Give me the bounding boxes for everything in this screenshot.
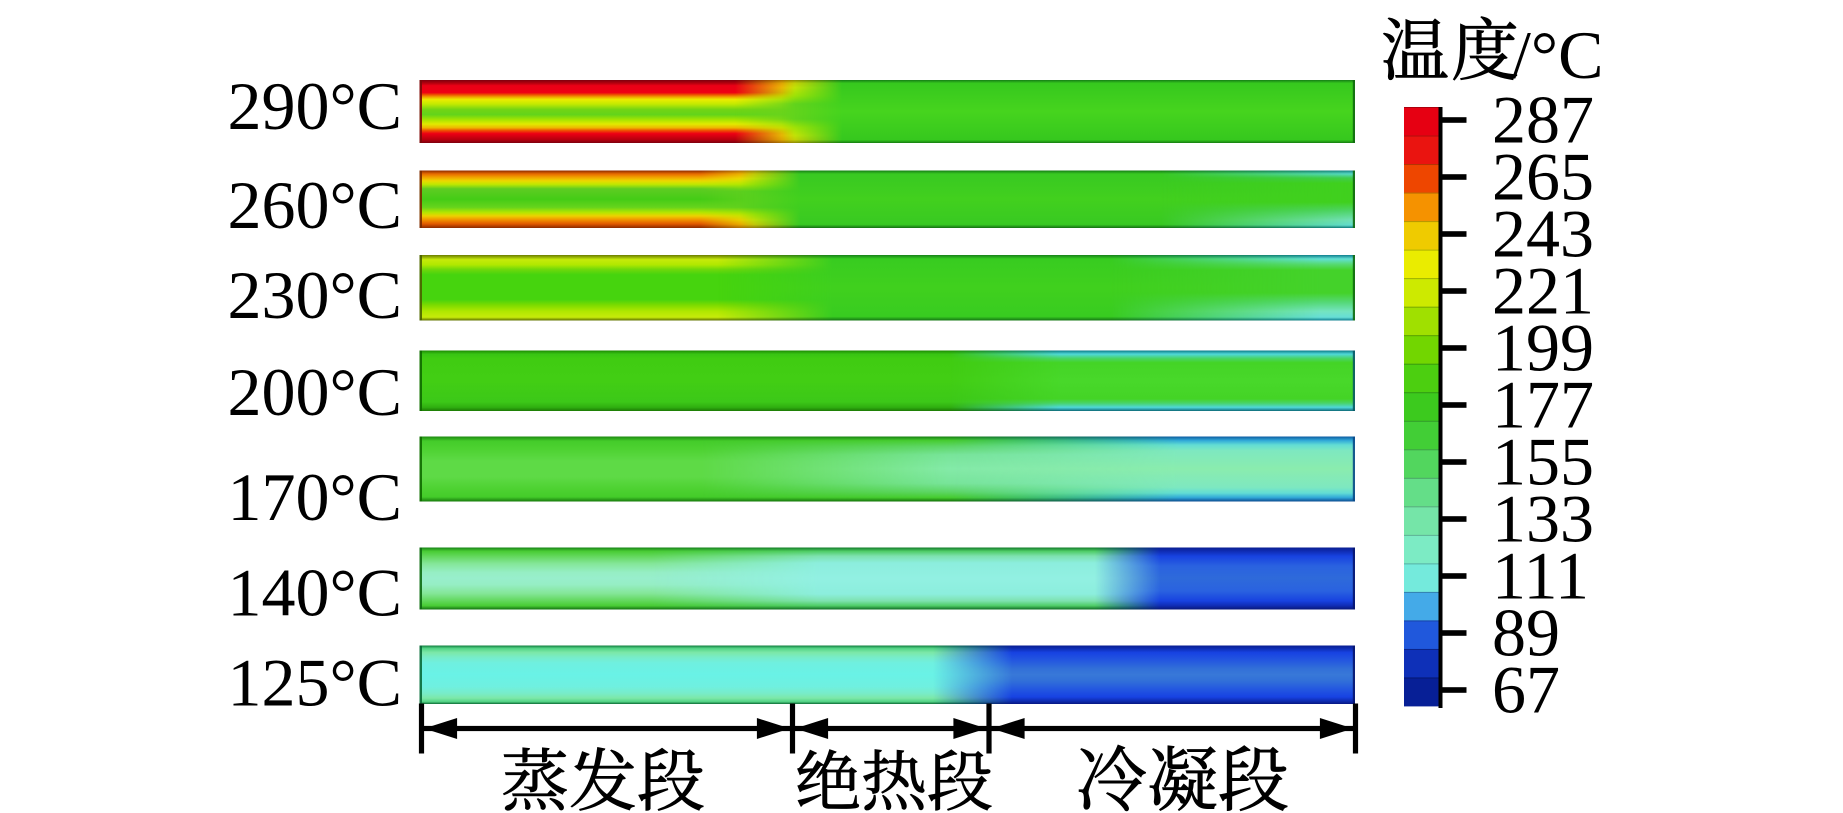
svg-text:290°C: 290°C [227,68,402,144]
svg-text:287: 287 [1492,82,1594,158]
svg-text:133: 133 [1492,481,1594,557]
svg-text:177: 177 [1492,367,1594,443]
svg-text:199: 199 [1492,310,1594,386]
svg-text:243: 243 [1492,196,1594,272]
svg-text:89: 89 [1492,595,1560,671]
svg-text:111: 111 [1492,538,1589,614]
svg-text:221: 221 [1492,253,1594,329]
svg-text:67: 67 [1492,652,1560,728]
svg-text:200°C: 200°C [227,354,402,430]
svg-text:170°C: 170°C [227,459,402,535]
svg-text:265: 265 [1492,139,1594,215]
svg-text:125°C: 125°C [227,645,402,721]
svg-text:140°C: 140°C [227,555,402,631]
svg-text:/°C: /°C [1512,17,1603,93]
svg-text:260°C: 260°C [227,167,402,243]
svg-text:155: 155 [1492,424,1594,500]
svg-text:230°C: 230°C [227,257,402,333]
